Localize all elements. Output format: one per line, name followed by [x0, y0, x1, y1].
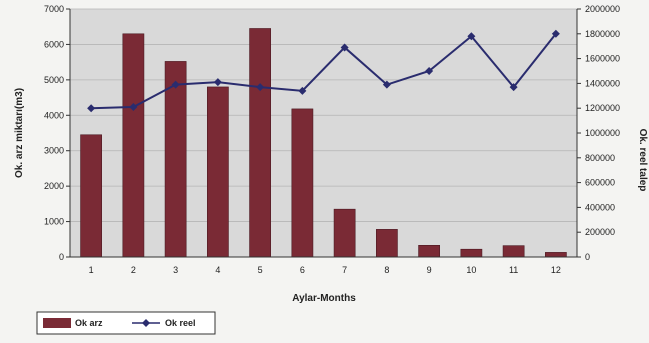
gridlines	[70, 8, 577, 222]
x-tick-label: 1	[89, 265, 94, 275]
legend-bar-swatch	[43, 318, 71, 328]
left-tick-label: 3000	[44, 146, 64, 156]
right-tick-label: 1000000	[585, 128, 620, 138]
line-path	[91, 33, 557, 110]
x-tick-label: 7	[342, 265, 347, 275]
x-tick-label: 11	[509, 265, 518, 275]
right-tick-label: 1800000	[585, 29, 620, 39]
bar	[249, 28, 271, 258]
bar	[502, 245, 525, 258]
x-tick-label: 10	[466, 265, 476, 275]
line-series	[87, 29, 560, 113]
bar-series	[80, 28, 567, 258]
bar	[333, 208, 356, 258]
bar	[80, 134, 102, 258]
line-marker	[425, 67, 434, 75]
left-tick-label: 0	[59, 252, 64, 262]
legend-box	[36, 311, 216, 335]
x-axis-title: Aylar-Months	[292, 293, 356, 304]
tick-labels: 0 1000 2000 3000 4000 5000 6000 7000 0 200000 4000…	[44, 4, 620, 275]
bar	[207, 86, 229, 258]
bar	[418, 245, 440, 258]
right-tick-label: 1200000	[585, 103, 620, 113]
left-tick-label: 1000	[44, 217, 64, 227]
bar	[460, 248, 483, 258]
x-tick-label: 6	[300, 265, 305, 275]
x-tick-label: 12	[551, 265, 561, 275]
left-tick-label: 7000	[44, 4, 64, 14]
bar	[122, 33, 145, 258]
x-tick-label: 3	[173, 265, 178, 275]
line-marker	[551, 29, 560, 38]
line-marker	[509, 83, 518, 92]
line-marker	[256, 83, 265, 92]
line-marker	[382, 80, 391, 89]
bar	[291, 108, 314, 258]
x-tick-label: 9	[427, 265, 432, 275]
line-marker	[213, 78, 222, 87]
legend-line-marker	[142, 319, 150, 327]
bar	[376, 229, 398, 258]
right-tick-label: 600000	[585, 178, 615, 188]
right-tick-label: 1600000	[585, 54, 620, 64]
bar	[164, 61, 187, 258]
legend: Ok arz Ok reel	[36, 311, 216, 335]
line-marker	[171, 80, 180, 89]
left-axis-title: Ok. arz miktarı(m3)	[14, 88, 25, 178]
right-tick-label: 2000000	[585, 4, 620, 14]
x-tick-label: 4	[215, 265, 220, 275]
line-marker	[129, 102, 138, 111]
left-tick-label: 4000	[44, 110, 64, 120]
right-tick-label: 200000	[585, 227, 615, 237]
legend-line-label: Ok reel	[165, 318, 196, 328]
right-tick-label: 0	[585, 252, 590, 262]
bar	[545, 252, 567, 258]
right-tick-label: 800000	[585, 153, 615, 163]
line-marker	[467, 32, 476, 41]
left-tick-label: 6000	[44, 39, 64, 49]
x-tick-label: 5	[258, 265, 263, 275]
line-marker	[298, 86, 307, 95]
plot-area	[70, 9, 577, 257]
right-axis-title: Ok. reel talep	[637, 129, 648, 192]
x-tick-label: 8	[384, 265, 389, 275]
left-tick-label: 5000	[44, 75, 64, 85]
line-marker	[340, 43, 349, 52]
line-marker	[87, 104, 96, 113]
right-tick-label: 1400000	[585, 78, 620, 88]
right-tick-label: 400000	[585, 202, 615, 212]
left-tick-label: 2000	[44, 181, 64, 191]
legend-bar-label: Ok arz	[75, 318, 103, 328]
x-tick-label: 2	[131, 265, 136, 275]
